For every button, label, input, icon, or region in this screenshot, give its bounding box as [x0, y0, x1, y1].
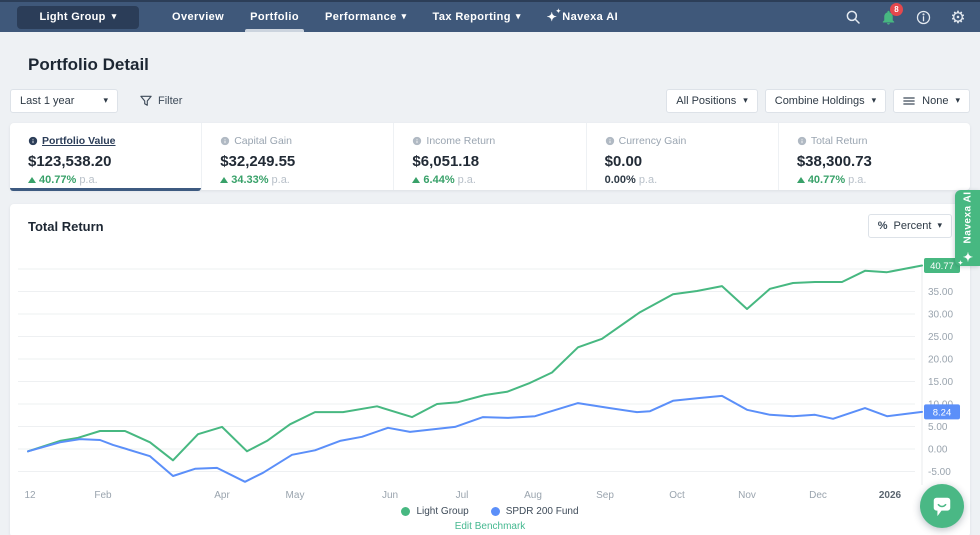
- portfolio-selector-dropdown[interactable]: Light Group: [17, 5, 139, 29]
- info-icon: [605, 136, 614, 146]
- series-end-badge: [924, 258, 960, 274]
- y-tick-label: -5.00: [928, 467, 951, 478]
- x-tick-label: Oct: [669, 490, 685, 501]
- stat-value: $38,300.73: [796, 153, 872, 170]
- series-end-label: 8.24: [933, 407, 952, 418]
- y-tick-label: 0.00: [928, 445, 948, 456]
- positions-filter-dropdown[interactable]: All Positions: [666, 89, 758, 113]
- chevron-down-icon: [402, 11, 407, 23]
- nav-icon-group: 8 ⚙: [843, 3, 968, 27]
- funnel-icon: [140, 95, 152, 106]
- stat-card-capital-gain[interactable]: Capital Gain $32,249.55 34.33% p.a.: [201, 123, 393, 190]
- info-icon: [221, 136, 230, 146]
- stats-bar: Portfolio Value $123,538.20 40.77% p.a. C…: [10, 123, 970, 191]
- stat-value: $123,538.20: [28, 153, 112, 170]
- x-tick-label: May: [286, 490, 305, 501]
- stat-value: $0.00: [604, 153, 643, 170]
- percent-icon: [878, 220, 888, 232]
- nav-tab-overview[interactable]: Overview: [172, 11, 225, 23]
- legend-dot: [401, 507, 411, 516]
- stat-card-currency-gain[interactable]: Currency Gain $0.00 0.00% p.a.: [585, 123, 778, 190]
- series-end-badge: [924, 404, 960, 420]
- portfolio-selector-label: Light Group: [39, 11, 106, 23]
- chevron-down-icon: [112, 11, 117, 23]
- date-range-select[interactable]: Last 1 year: [10, 89, 118, 113]
- y-tick-label: 30.00: [928, 310, 953, 321]
- arrow-up-icon: [796, 177, 805, 183]
- stat-card-income-return[interactable]: Income Return $6,051.18 6.44% p.a.: [393, 123, 585, 190]
- chevron-down-icon: [872, 95, 877, 107]
- x-tick-label: 12: [24, 490, 36, 501]
- group-by-dropdown[interactable]: None: [893, 89, 970, 113]
- chevron-down-icon: [937, 220, 942, 232]
- nav-tab-portfolio[interactable]: Portfolio: [237, 2, 312, 32]
- y-tick-label: 5.00: [928, 422, 948, 433]
- legend-item-spdr-200-fund[interactable]: SPDR 200 Fund: [490, 506, 579, 517]
- x-tick-label: Jun: [382, 490, 398, 501]
- sparkle-icon: [961, 249, 975, 264]
- y-tick-label: 25.00: [928, 332, 953, 343]
- y-tick-label: 15.00: [928, 377, 953, 388]
- holdings-grouping-dropdown[interactable]: Combine Holdings: [764, 89, 887, 113]
- edit-benchmark-link[interactable]: Edit Benchmark: [454, 521, 526, 532]
- sparkle-icon: [547, 8, 562, 24]
- settings-gear-icon[interactable]: ⚙: [950, 7, 966, 27]
- chat-bubble-icon: [933, 497, 951, 517]
- stat-value: $32,249.55: [220, 153, 296, 170]
- stat-value: $6,051.18: [412, 153, 480, 170]
- legend-item-light-group[interactable]: Light Group: [401, 506, 469, 517]
- stat-card-total-return[interactable]: Total Return $38,300.73 40.77% p.a.: [777, 123, 970, 190]
- chat-launcher-button[interactable]: [920, 484, 964, 528]
- arrow-up-icon: [28, 177, 36, 183]
- unit-selector-dropdown[interactable]: Percent: [867, 214, 952, 238]
- notification-count-badge: 8: [890, 3, 903, 16]
- legend-dot: [490, 507, 500, 516]
- chevron-down-icon: [103, 95, 108, 107]
- search-icon[interactable]: [843, 7, 863, 27]
- page-title: Portfolio Detail: [28, 55, 149, 74]
- top-nav: Light Group Overview Portfolio Performan…: [0, 0, 980, 32]
- chevron-down-icon: [516, 11, 521, 23]
- navexa-ai-side-tab[interactable]: Navexa AI: [955, 190, 980, 266]
- series-end-label: 40.77: [930, 261, 954, 272]
- total-return-panel: Total Return Percent 40.0035.0030.0025.0…: [10, 204, 970, 535]
- nav-tab-navexa-ai[interactable]: Navexa AI: [534, 2, 631, 32]
- info-icon[interactable]: [913, 7, 933, 27]
- info-icon: [413, 136, 422, 146]
- info-icon: [797, 136, 806, 146]
- arrow-up-icon: [220, 177, 229, 183]
- nav-tabs: Overview Portfolio Performance Tax Repor…: [159, 2, 631, 32]
- info-icon: [28, 136, 38, 146]
- y-tick-label: 20.00: [928, 355, 953, 366]
- series-line-light-group: [27, 264, 923, 462]
- x-tick-label: Sep: [596, 490, 614, 501]
- list-icon: [903, 97, 915, 105]
- notifications-bell-icon[interactable]: 8: [878, 3, 903, 27]
- x-tick-label: 2026: [879, 490, 902, 501]
- stat-card-portfolio-value[interactable]: Portfolio Value $123,538.20 40.77% p.a.: [10, 123, 202, 191]
- chevron-down-icon: [955, 95, 960, 107]
- nav-tab-performance[interactable]: Performance: [312, 2, 420, 32]
- x-tick-label: Dec: [809, 490, 827, 501]
- chart-title: Total Return: [28, 218, 104, 234]
- arrow-up-icon: [412, 177, 421, 183]
- series-line-spdr-200-fund: [27, 394, 923, 483]
- filter-button[interactable]: Filter: [140, 95, 182, 107]
- total-return-chart[interactable]: 40.0035.0030.0025.0020.0015.0010.005.000…: [10, 244, 970, 506]
- nav-tab-tax-reporting[interactable]: Tax Reporting: [420, 2, 534, 32]
- x-tick-label: Jul: [456, 490, 469, 501]
- y-tick-label: 35.00: [928, 287, 953, 298]
- chevron-down-icon: [743, 95, 748, 107]
- x-tick-label: Feb: [94, 490, 112, 501]
- x-tick-label: Apr: [214, 490, 230, 501]
- chart-legend: Light Group SPDR 200 Fund: [10, 506, 970, 517]
- x-tick-label: Aug: [524, 490, 542, 501]
- toolbar: Last 1 year Filter All Positions Combine…: [10, 89, 970, 113]
- x-tick-label: Nov: [738, 490, 756, 501]
